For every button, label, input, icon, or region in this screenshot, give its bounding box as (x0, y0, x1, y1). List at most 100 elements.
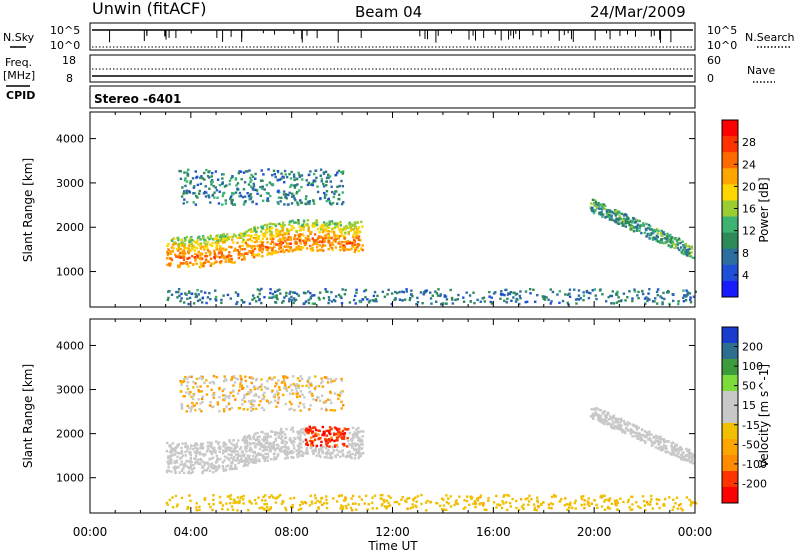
echo-cell (248, 458, 252, 461)
echo-cell (255, 189, 259, 192)
echo-cell (180, 407, 184, 410)
echo-cell (270, 430, 273, 433)
echo-cell (341, 505, 344, 508)
echo-cell (206, 247, 209, 250)
echo-cell (249, 185, 253, 188)
echo-cell (301, 384, 304, 388)
echo-cell (678, 248, 681, 252)
echo-cell (282, 386, 286, 390)
echo-cell (314, 433, 317, 436)
echo-cell (289, 246, 293, 249)
echo-cell (344, 504, 348, 508)
echo-cell (611, 422, 615, 426)
echo-cell (454, 500, 458, 504)
echo-cell (280, 240, 283, 243)
echo-cell (332, 449, 336, 452)
echo-cell (485, 508, 488, 512)
echo-cell (216, 196, 219, 200)
echo-cell (323, 238, 326, 242)
echo-cell (422, 291, 426, 294)
echo-cell (277, 435, 280, 438)
echo-cell (192, 444, 196, 448)
echo-cell (394, 297, 397, 300)
echo-cell (281, 229, 285, 232)
echo-cell (398, 503, 401, 506)
echo-cell (623, 218, 626, 222)
echo-cell (206, 296, 210, 299)
echo-cell (635, 428, 639, 431)
echo-cell (221, 177, 224, 180)
echo-cell (395, 500, 399, 504)
echo-cell (223, 394, 227, 397)
echo-cell (344, 288, 347, 292)
echo-cell (600, 494, 603, 497)
echo-cell (230, 467, 234, 471)
echo-cell (222, 467, 225, 470)
velocity-scatter (165, 374, 698, 512)
echo-cell (281, 221, 285, 224)
echo-cell (172, 447, 175, 451)
colorbar-tick-label: -15 (742, 419, 760, 432)
echo-cell (319, 381, 323, 385)
echo-cell (297, 245, 300, 248)
echo-cell (313, 172, 316, 176)
echo-cell (286, 228, 289, 231)
echo-cell (287, 249, 291, 253)
echo-cell (250, 230, 253, 233)
echo-cell (291, 392, 295, 395)
echo-cell (281, 241, 285, 245)
echo-cell (406, 497, 409, 500)
echo-cell (214, 449, 217, 452)
echo-cell (533, 506, 537, 509)
echo-cell (299, 226, 303, 229)
echo-cell (280, 172, 283, 175)
echo-cell (360, 438, 363, 442)
echo-cell (221, 239, 225, 242)
echo-cell (654, 446, 658, 449)
echo-cell (327, 226, 331, 230)
echo-cell (289, 236, 292, 239)
echo-cell (185, 262, 188, 265)
echo-cell (309, 382, 313, 385)
echo-cell (278, 385, 281, 389)
echo-cell (274, 175, 277, 179)
echo-cell (179, 247, 182, 251)
echo-cell (297, 432, 301, 435)
echo-cell (253, 240, 257, 244)
echo-cell (332, 432, 336, 435)
echo-cell (503, 494, 506, 497)
echo-cell (325, 444, 329, 447)
echo-cell (273, 456, 276, 459)
echo-cell (343, 432, 347, 435)
echo-cell (577, 298, 581, 301)
echo-cell (224, 446, 228, 450)
echo-cell (315, 444, 319, 448)
echo-cell (174, 253, 177, 256)
echo-cell (177, 288, 181, 291)
echo-cell (234, 465, 237, 469)
echo-cell (243, 252, 247, 255)
echo-cell (331, 190, 334, 194)
echo-cell (614, 424, 617, 428)
echo-cell (223, 257, 226, 260)
echo-cell (651, 300, 655, 303)
echo-cell (179, 177, 183, 181)
echo-cell (196, 183, 200, 187)
echo-cell (490, 302, 494, 305)
echo-cell (314, 501, 317, 505)
echo-cell (231, 449, 235, 453)
echo-cell (593, 199, 597, 202)
echo-cell (326, 381, 330, 384)
echo-cell (306, 183, 310, 187)
echo-cell (224, 469, 227, 472)
echo-cell (173, 453, 177, 456)
echo-cell (289, 290, 292, 294)
echo-cell (277, 495, 280, 498)
echo-cell (483, 508, 486, 511)
echo-cell (600, 496, 604, 499)
echo-cell (351, 426, 355, 429)
echo-cell (167, 456, 170, 459)
echo-cell (421, 301, 424, 305)
echo-cell (290, 298, 294, 302)
echo-cell (634, 435, 637, 438)
